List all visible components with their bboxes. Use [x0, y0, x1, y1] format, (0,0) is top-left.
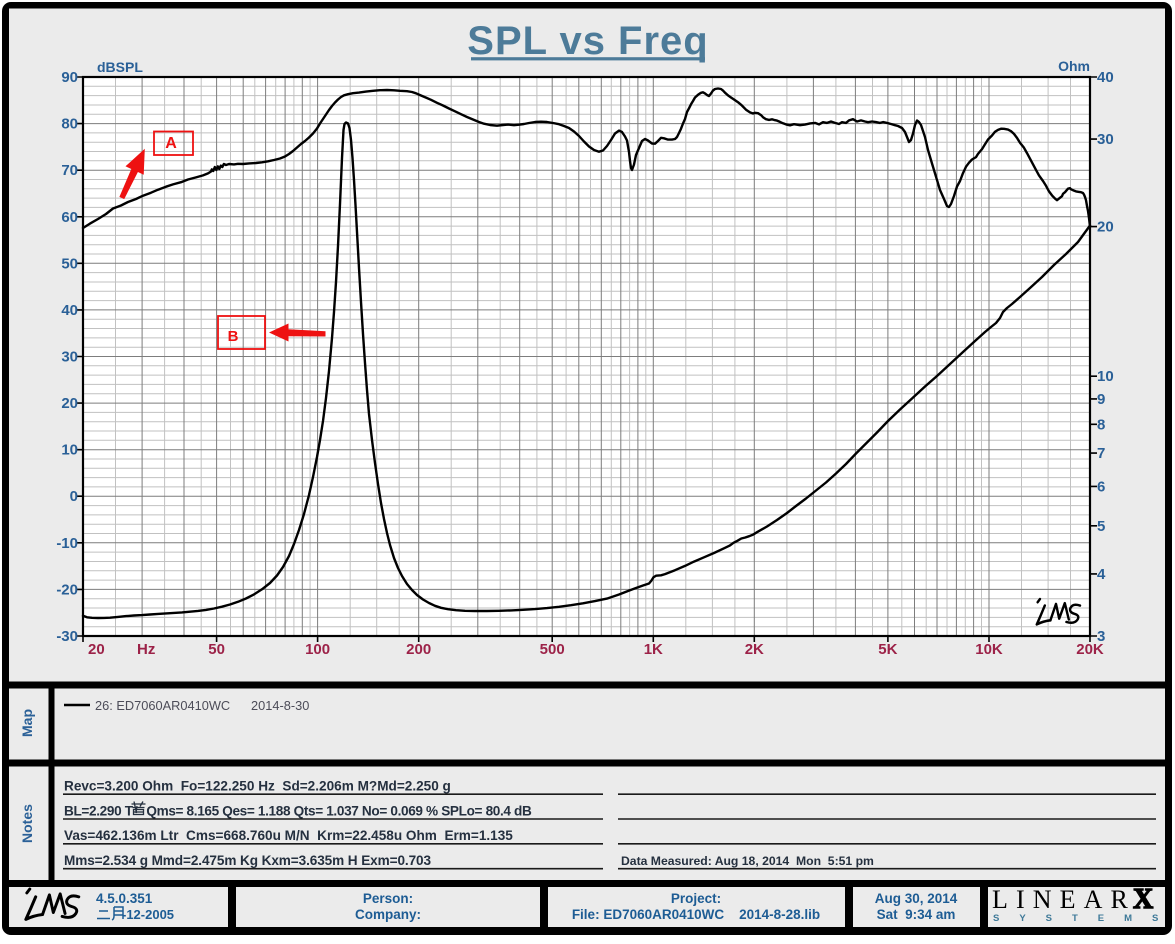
svg-text:4.5.0.351: 4.5.0.351: [96, 891, 153, 906]
svg-text:60: 60: [61, 209, 78, 226]
svg-text:Aug 30, 2014: Aug 30, 2014: [875, 891, 958, 906]
svg-text:Data Measured: Aug 18, 2014 M: Data Measured: Aug 18, 2014 Mon 5:51 pm: [621, 854, 874, 868]
svg-text:20: 20: [88, 641, 105, 658]
svg-text:dBSPL: dBSPL: [97, 59, 143, 75]
svg-text:0: 0: [70, 488, 78, 505]
svg-text:Person:: Person:: [363, 891, 413, 906]
svg-text:LINEAR: LINEAR: [992, 885, 1136, 914]
svg-text:Vas=462.136m Ltr Cms=668.760u: Vas=462.136m Ltr Cms=668.760u M/N Krm=22…: [64, 828, 513, 843]
svg-text:-12-2005: -12-2005: [122, 907, 174, 922]
svg-text:A: A: [165, 135, 177, 152]
svg-text:Project:: Project:: [671, 891, 721, 906]
svg-text:5: 5: [1097, 518, 1105, 535]
svg-text:-20: -20: [56, 581, 78, 598]
svg-text:File: ED7060AR0410WC 2014-8: File: ED7060AR0410WC 2014-8-28.lib: [572, 907, 820, 922]
svg-text:Notes: Notes: [19, 804, 35, 843]
svg-text:26: ED7060AR0410WC: 26: ED7060AR0410WC: [95, 698, 230, 713]
svg-text:20: 20: [1097, 219, 1114, 236]
svg-text:100: 100: [305, 641, 330, 658]
svg-text:Ohm: Ohm: [1058, 58, 1090, 74]
svg-text:10: 10: [61, 442, 78, 459]
svg-text:3: 3: [1097, 628, 1105, 645]
svg-text:B: B: [228, 328, 239, 345]
svg-text:10K: 10K: [975, 641, 1003, 658]
svg-text:40: 40: [61, 302, 78, 319]
svg-text:40: 40: [1097, 69, 1114, 86]
svg-text:X: X: [1133, 884, 1153, 915]
svg-text:200: 200: [406, 641, 431, 658]
svg-text:50: 50: [208, 641, 225, 658]
svg-text:80: 80: [61, 116, 78, 133]
svg-text:SYSTEMS: SYSTEMS: [993, 913, 1175, 924]
svg-text:4: 4: [1097, 566, 1106, 583]
svg-text:Mms=2.534 g Mmd=2.475m Kg Kxm=: Mms=2.534 g Mmd=2.475m Kg Kxm=3.635m H E…: [64, 853, 432, 868]
svg-text:5K: 5K: [878, 641, 897, 658]
svg-text:500: 500: [540, 641, 565, 658]
svg-text:1K: 1K: [644, 641, 663, 658]
svg-text:20: 20: [61, 395, 78, 412]
svg-text:50: 50: [61, 255, 78, 272]
svg-text:Sat 9:34 am: Sat 9:34 am: [877, 907, 956, 922]
svg-text:2014-8-30: 2014-8-30: [251, 698, 309, 713]
svg-text:SPL vs Freq: SPL vs Freq: [467, 19, 708, 63]
svg-text:-10: -10: [56, 535, 78, 552]
svg-text:Revc=3.200 Ohm Fo=122.250 Hz: Revc=3.200 Ohm Fo=122.250 Hz Sd=2.206m M…: [64, 779, 451, 794]
svg-text:10: 10: [1097, 368, 1114, 385]
svg-text:20K: 20K: [1076, 641, 1104, 658]
svg-text:30: 30: [61, 349, 78, 366]
svg-text:8: 8: [1097, 416, 1105, 433]
svg-text:9: 9: [1097, 391, 1105, 408]
svg-text:-30: -30: [56, 628, 78, 645]
svg-text:70: 70: [61, 162, 78, 179]
svg-text:Hz: Hz: [137, 641, 155, 658]
svg-text:2K: 2K: [745, 641, 764, 658]
svg-text:Map: Map: [19, 709, 35, 737]
svg-text:Company:: Company:: [355, 907, 421, 922]
svg-text:30: 30: [1097, 131, 1114, 148]
svg-text:90: 90: [61, 69, 78, 86]
svg-text:BL=2.290 T Qms= 8.165 Qes=: BL=2.290 T Qms= 8.165 Qes= 1.188 Qts= 1.…: [64, 803, 532, 818]
svg-text:6: 6: [1097, 478, 1105, 495]
svg-text:7: 7: [1097, 445, 1105, 462]
